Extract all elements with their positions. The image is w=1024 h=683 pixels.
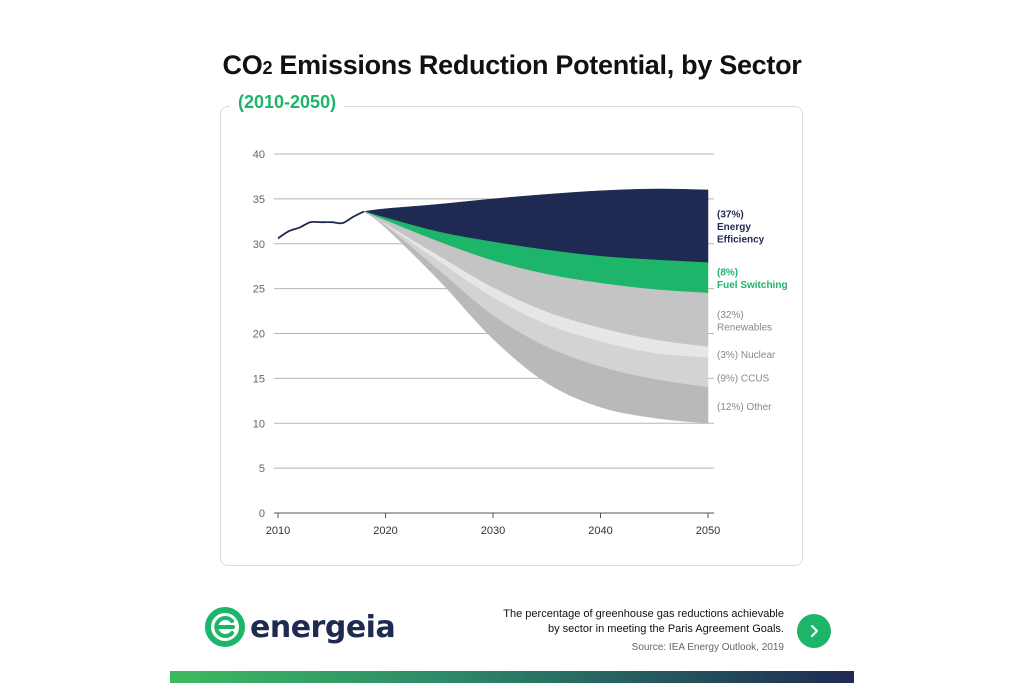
y-tick-label: 15	[253, 373, 265, 385]
stacked-bands	[363, 188, 709, 424]
y-tick-label: 20	[253, 329, 265, 341]
band-other	[363, 211, 709, 424]
y-tick-label: 5	[259, 463, 265, 475]
chevron-right-icon	[811, 625, 818, 637]
source-note: Source: IEA Energy Outlook, 2019	[631, 642, 784, 653]
band-label: (12%) Other	[717, 402, 772, 413]
y-tick-label: 0	[259, 508, 265, 520]
y-tick-label: 25	[253, 284, 265, 296]
chart-subtitle: (2010-2050)	[230, 92, 345, 113]
x-tick-label: 2020	[373, 525, 397, 537]
band-labels: (37%)Energy Efficiency (8%)Fuel Switching (…	[717, 210, 788, 413]
band-label: Renewables	[717, 322, 772, 333]
caption: The percentage of greenhouse gas reducti…	[484, 607, 784, 637]
energeia-logo-icon	[205, 607, 245, 647]
band-label: Fuel Switching	[717, 280, 788, 291]
next-button[interactable]	[797, 614, 831, 648]
band-label: (37%)	[717, 210, 744, 221]
chart-title: CO2 Emissions Reduction Potential, by Se…	[222, 50, 802, 80]
x-tick-label: 2040	[588, 525, 612, 537]
brand-name: energeia	[250, 609, 396, 645]
band-label: Energy	[717, 222, 751, 233]
band-label: (32%)	[717, 310, 744, 321]
band-label: (3%) Nuclear	[717, 350, 776, 361]
axes: 0 5 10 15 20 25 30 35 40 2010 2020 2030 2040 2050	[253, 149, 720, 537]
x-tick-label: 2030	[481, 525, 505, 537]
energeia-logo[interactable]: energeia	[204, 605, 396, 649]
historical-emissions-line	[277, 210, 365, 240]
band-label: (9%) CCUS	[717, 373, 770, 384]
y-tick-label: 35	[253, 194, 265, 206]
y-tick-label: 10	[253, 418, 265, 430]
x-tick-label: 2050	[696, 525, 720, 537]
band-label: (8%)	[717, 268, 738, 279]
x-tick-label: 2010	[266, 525, 290, 537]
y-tick-label: 40	[253, 149, 265, 161]
historical-line-group	[277, 210, 365, 240]
caption-line-1: The percentage of greenhouse gas reducti…	[503, 608, 784, 620]
y-tick-label: 30	[253, 239, 265, 251]
bottom-gradient-bar	[170, 671, 854, 683]
band-label: Efficiency	[717, 235, 765, 246]
caption-line-2: by sector in meeting the Paris Agreement…	[547, 623, 784, 635]
